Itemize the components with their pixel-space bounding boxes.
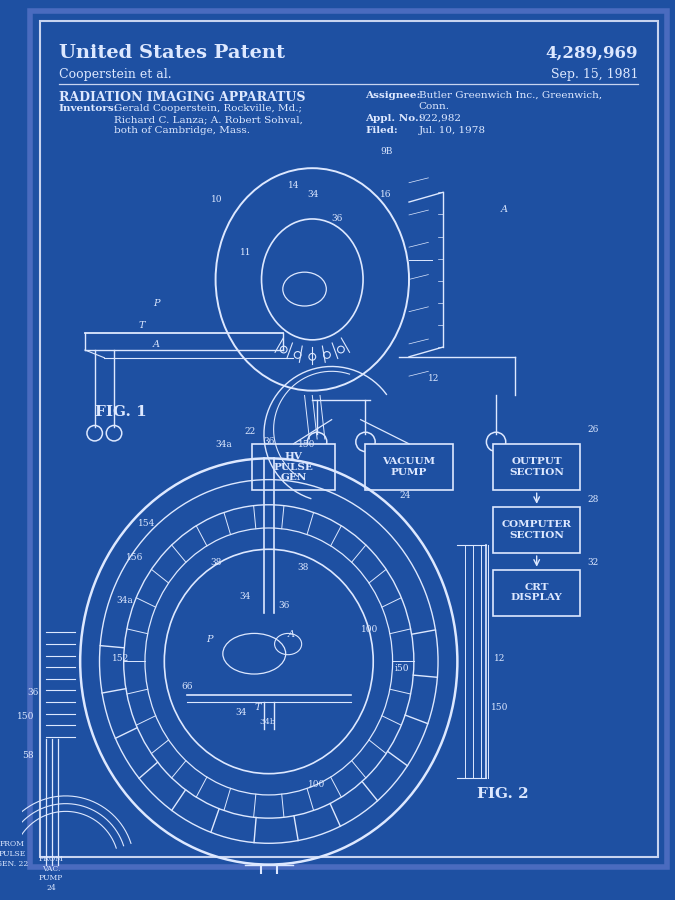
Text: 100: 100 bbox=[360, 626, 378, 634]
Text: 4,289,969: 4,289,969 bbox=[546, 44, 639, 61]
Text: OUTPUT
SECTION: OUTPUT SECTION bbox=[509, 457, 564, 477]
Text: FIG. 2: FIG. 2 bbox=[477, 788, 529, 801]
Text: 14: 14 bbox=[288, 181, 300, 190]
Text: 36: 36 bbox=[331, 214, 343, 223]
Text: 9B: 9B bbox=[380, 147, 392, 156]
Text: Appl. No.:: Appl. No.: bbox=[365, 114, 423, 123]
Text: CRT
DISPLAY: CRT DISPLAY bbox=[511, 583, 562, 602]
Text: 922,982: 922,982 bbox=[418, 114, 462, 123]
Text: 34a: 34a bbox=[116, 597, 133, 606]
Bar bbox=[252, 444, 335, 490]
Text: Filed:: Filed: bbox=[365, 126, 398, 135]
Text: 36: 36 bbox=[263, 436, 275, 446]
Text: HV
PULSE
GEN: HV PULSE GEN bbox=[273, 452, 313, 482]
Text: FROM
PULSE
GEN. 22: FROM PULSE GEN. 22 bbox=[0, 841, 28, 868]
Text: RADIATION IMAGING APPARATUS: RADIATION IMAGING APPARATUS bbox=[59, 91, 305, 104]
Text: Sep. 15, 1981: Sep. 15, 1981 bbox=[551, 68, 639, 81]
Bar bbox=[493, 507, 580, 554]
Text: 34a: 34a bbox=[215, 440, 232, 449]
Bar bbox=[493, 570, 580, 616]
Text: 34: 34 bbox=[308, 190, 319, 199]
Text: 38: 38 bbox=[211, 558, 222, 567]
Text: both of Cambridge, Mass.: both of Cambridge, Mass. bbox=[114, 126, 250, 135]
Text: 36: 36 bbox=[279, 601, 290, 610]
Text: Conn.: Conn. bbox=[418, 103, 450, 112]
Text: Cooperstein et al.: Cooperstein et al. bbox=[59, 68, 171, 81]
Text: Assignee:: Assignee: bbox=[365, 91, 421, 100]
Text: 150: 150 bbox=[298, 440, 315, 449]
Text: 58: 58 bbox=[22, 752, 34, 760]
Text: 12: 12 bbox=[494, 654, 506, 663]
Text: Gerald Cooperstein, Rockville, Md.;: Gerald Cooperstein, Rockville, Md.; bbox=[114, 104, 302, 113]
Text: 152: 152 bbox=[112, 654, 130, 663]
Bar bbox=[365, 444, 452, 490]
Text: United States Patent: United States Patent bbox=[59, 44, 285, 62]
Text: A: A bbox=[153, 340, 160, 349]
Text: 16: 16 bbox=[380, 190, 392, 199]
Text: T: T bbox=[254, 703, 261, 712]
Text: 34: 34 bbox=[240, 591, 251, 600]
Text: 154: 154 bbox=[138, 519, 155, 528]
Text: Richard C. Lanza; A. Robert Sohval,: Richard C. Lanza; A. Robert Sohval, bbox=[114, 115, 303, 124]
Text: 11: 11 bbox=[240, 248, 251, 257]
Text: A: A bbox=[288, 630, 295, 639]
Text: P: P bbox=[153, 300, 159, 309]
Text: A: A bbox=[501, 204, 508, 213]
Text: i50: i50 bbox=[394, 664, 409, 673]
Text: 150: 150 bbox=[18, 713, 34, 722]
Text: VACUUM
PUMP: VACUUM PUMP bbox=[383, 457, 435, 477]
Text: FROM
VAC.
PUMP
24: FROM VAC. PUMP 24 bbox=[38, 855, 63, 892]
Text: T: T bbox=[138, 320, 144, 329]
Text: 10: 10 bbox=[211, 195, 222, 204]
Text: COMPUTER
SECTION: COMPUTER SECTION bbox=[502, 520, 572, 540]
Text: 34b: 34b bbox=[259, 718, 275, 726]
Text: Butler Greenwich Inc., Greenwich,: Butler Greenwich Inc., Greenwich, bbox=[418, 91, 602, 100]
Text: 26: 26 bbox=[587, 425, 598, 434]
Text: 24: 24 bbox=[400, 491, 410, 500]
Text: 12: 12 bbox=[429, 374, 439, 383]
Text: 150: 150 bbox=[491, 703, 508, 712]
Text: 100: 100 bbox=[308, 780, 325, 789]
Text: 28: 28 bbox=[587, 495, 598, 504]
Text: 32: 32 bbox=[587, 558, 598, 567]
Bar bbox=[493, 444, 580, 490]
Text: FIG. 1: FIG. 1 bbox=[95, 405, 146, 419]
Text: 38: 38 bbox=[298, 562, 309, 572]
Text: Inventors:: Inventors: bbox=[59, 104, 118, 113]
Text: 22: 22 bbox=[244, 428, 256, 436]
Text: P: P bbox=[206, 635, 213, 644]
Text: Jul. 10, 1978: Jul. 10, 1978 bbox=[418, 126, 486, 135]
Text: 66: 66 bbox=[182, 681, 193, 690]
Text: 36: 36 bbox=[27, 688, 38, 698]
Text: 156: 156 bbox=[126, 553, 143, 562]
Text: 34: 34 bbox=[235, 707, 246, 716]
